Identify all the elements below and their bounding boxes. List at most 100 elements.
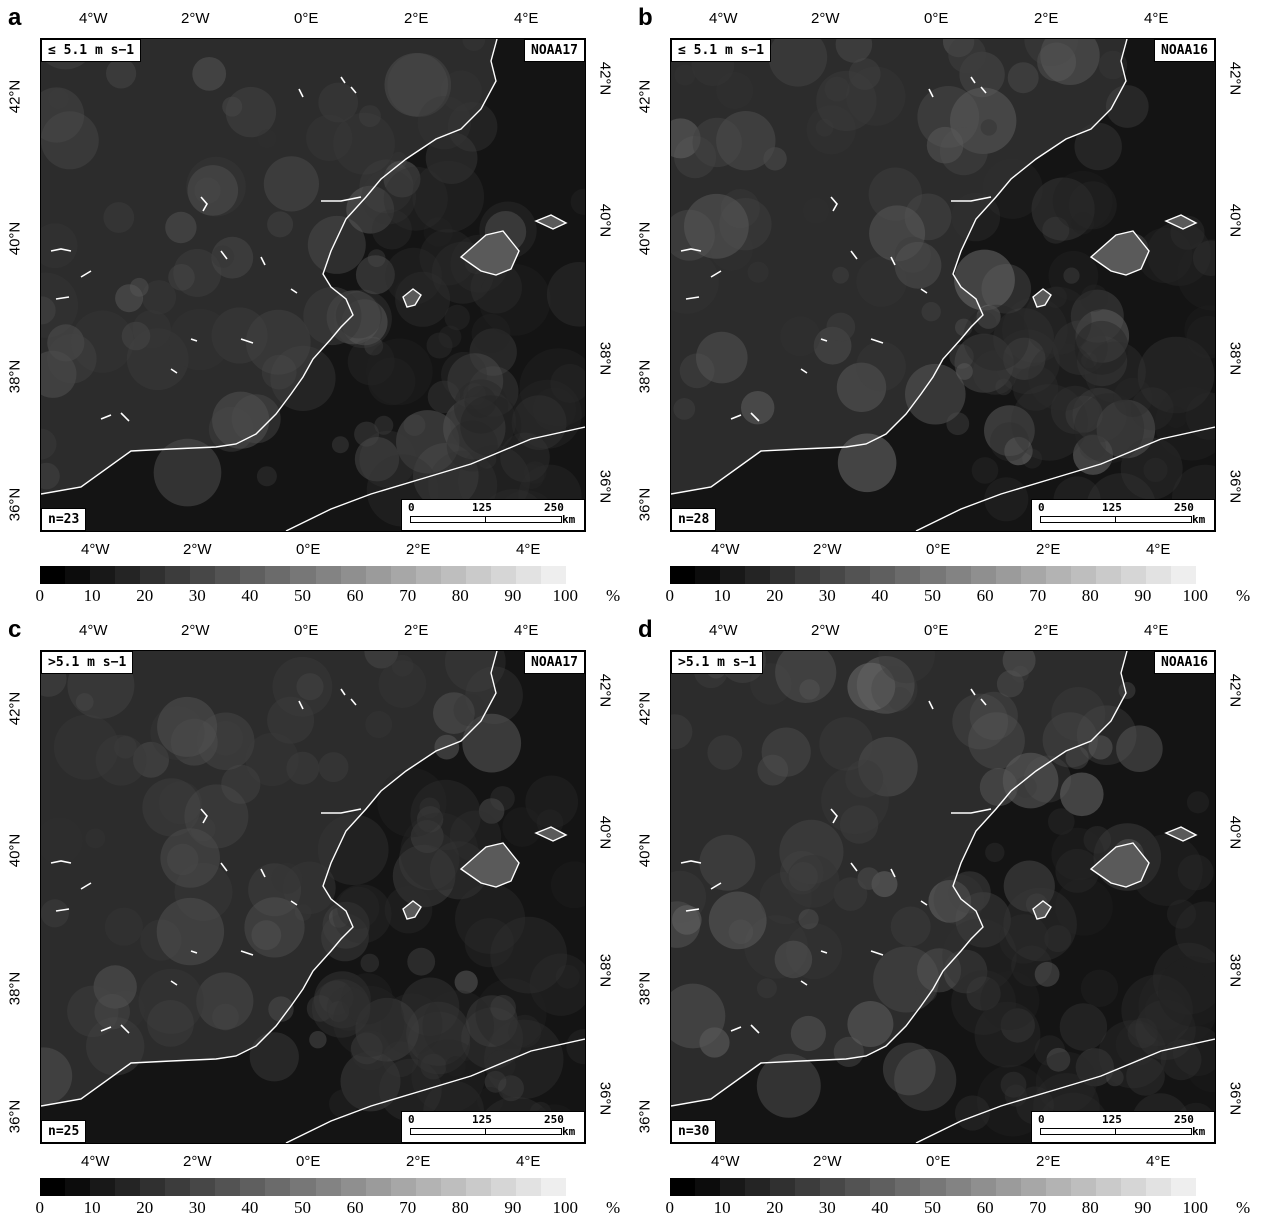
coastline-africa xyxy=(285,1038,585,1143)
scale-bar-label: 125 xyxy=(1102,501,1122,514)
reservoir-outline xyxy=(200,196,208,212)
colorbar-swatch xyxy=(465,1178,491,1196)
longitude-tick-bottom: 2°W xyxy=(813,1153,842,1170)
reservoir-outline xyxy=(298,88,304,98)
colorbar-swatch xyxy=(265,566,291,584)
colorbar-swatch xyxy=(515,1178,541,1196)
colorbar-swatch xyxy=(845,566,871,584)
coastline xyxy=(41,651,498,1107)
latitude-tick-left: 36°N xyxy=(6,1099,24,1134)
colorbar-swatch xyxy=(820,1178,846,1196)
longitude-tick-top: 4°W xyxy=(79,10,108,27)
reservoir-outline xyxy=(340,76,346,84)
colorbar-label: 10 xyxy=(83,1198,101,1217)
latitude-tick-right: 40°N xyxy=(596,203,614,238)
colorbar-swatch xyxy=(465,566,491,584)
longitude-tick-bottom: 4°E xyxy=(1146,1153,1171,1170)
colorbar-swatch xyxy=(190,1178,216,1196)
colorbar-swatch xyxy=(1145,1178,1171,1196)
colorbar-swatch xyxy=(390,1178,416,1196)
colorbar-swatch xyxy=(290,1178,316,1196)
scale-bar: 0 125 250 km xyxy=(1031,1111,1215,1143)
colorbar-swatch xyxy=(165,566,191,584)
island-outline xyxy=(1089,230,1150,276)
latitude-tick-right: 38°N xyxy=(1226,341,1244,376)
longitude-tick-top: 0°E xyxy=(294,622,319,639)
colorbar-label: 30 xyxy=(818,586,836,605)
colorbar xyxy=(40,566,566,584)
longitude-tick-top: 2°W xyxy=(811,10,840,27)
reservoir-outline xyxy=(190,338,198,342)
colorbar-swatch xyxy=(720,566,746,584)
colorbar-swatch xyxy=(65,566,91,584)
wind-speed-label: >5.1 m s−1 xyxy=(41,651,134,674)
scale-bar-label: 0 xyxy=(408,501,415,514)
latitude-tick-left: 40°N xyxy=(6,833,24,868)
latitude-tick-left: 42°N xyxy=(6,79,24,114)
colorbar-swatch xyxy=(895,1178,921,1196)
colorbar-label: 0 xyxy=(35,586,45,605)
colorbar-swatch xyxy=(920,1178,946,1196)
reservoir-outline xyxy=(830,808,838,824)
colorbar-swatch xyxy=(845,1178,871,1196)
colorbar-swatch xyxy=(440,1178,466,1196)
reservoir-outline xyxy=(240,338,254,344)
colorbar-swatch xyxy=(770,1178,796,1196)
colorbar-swatch xyxy=(1020,566,1046,584)
scale-bar-label: 250 xyxy=(1174,1113,1194,1126)
colorbar-label: 0 xyxy=(35,1198,45,1217)
wind-speed-label: ≤ 5.1 m s−1 xyxy=(671,39,772,62)
colorbar-swatch xyxy=(215,566,241,584)
colorbar-swatch xyxy=(745,566,771,584)
latitude-tick-right: 42°N xyxy=(1226,61,1244,96)
reservoir-outline xyxy=(800,980,808,986)
colorbar-label: 70 xyxy=(399,586,417,605)
reservoir-outline xyxy=(870,950,884,956)
reservoir-outline xyxy=(170,368,178,374)
colorbar-label: 10 xyxy=(83,586,101,605)
colorbar-swatch xyxy=(365,566,391,584)
colorbar-label: 100 xyxy=(552,586,579,605)
reservoir-outline xyxy=(850,250,858,260)
reservoir-outline xyxy=(100,1026,112,1032)
latitude-tick-left: 38°N xyxy=(6,359,24,394)
reservoir-outline xyxy=(928,88,934,98)
scale-bar-line xyxy=(1040,516,1192,523)
colorbar-label: 20 xyxy=(766,586,784,605)
colorbar-label: 20 xyxy=(136,586,154,605)
colorbar-label: 80 xyxy=(451,1198,469,1217)
island-outline xyxy=(1164,214,1198,230)
colorbar-swatch xyxy=(1120,1178,1146,1196)
latitude-tick-left: 42°N xyxy=(636,691,654,726)
scale-bar-label: 250 xyxy=(1174,501,1194,514)
longitude-tick-bottom: 0°E xyxy=(926,1153,951,1170)
reservoir-outline xyxy=(970,688,976,696)
island-outline xyxy=(1089,842,1150,888)
reservoir-outline xyxy=(350,698,357,706)
latitude-tick-left: 36°N xyxy=(636,1099,654,1134)
latitude-tick-left: 42°N xyxy=(6,691,24,726)
colorbar-swatch xyxy=(870,566,896,584)
colorbar-swatch xyxy=(695,1178,721,1196)
colorbar-swatch xyxy=(540,1178,566,1196)
scale-bar-label: 125 xyxy=(1102,1113,1122,1126)
panel-letter: b xyxy=(638,4,653,31)
latitude-tick-right: 42°N xyxy=(1226,673,1244,708)
colorbar-swatch xyxy=(140,566,166,584)
reservoir-outline xyxy=(170,980,178,986)
colorbar-unit: % xyxy=(1236,586,1251,605)
longitude-tick-bottom: 2°E xyxy=(1036,1153,1061,1170)
latitude-tick-left: 38°N xyxy=(6,971,24,1006)
coastline-africa xyxy=(915,1038,1215,1143)
longitude-tick-top: 4°W xyxy=(709,622,738,639)
colorbar-swatch xyxy=(340,566,366,584)
colorbar-label: 90 xyxy=(1134,586,1152,605)
scale-bar: 0 125 250 km xyxy=(401,499,585,531)
scale-bar-midtick xyxy=(485,1128,486,1135)
colorbar-swatch xyxy=(995,1178,1021,1196)
scale-bar: 0 125 250 km xyxy=(401,1111,585,1143)
latitude-tick-right: 42°N xyxy=(596,673,614,708)
reservoir-outline xyxy=(951,196,992,202)
latitude-tick-right: 36°N xyxy=(596,1081,614,1116)
sample-count-label: n=23 xyxy=(41,508,87,531)
